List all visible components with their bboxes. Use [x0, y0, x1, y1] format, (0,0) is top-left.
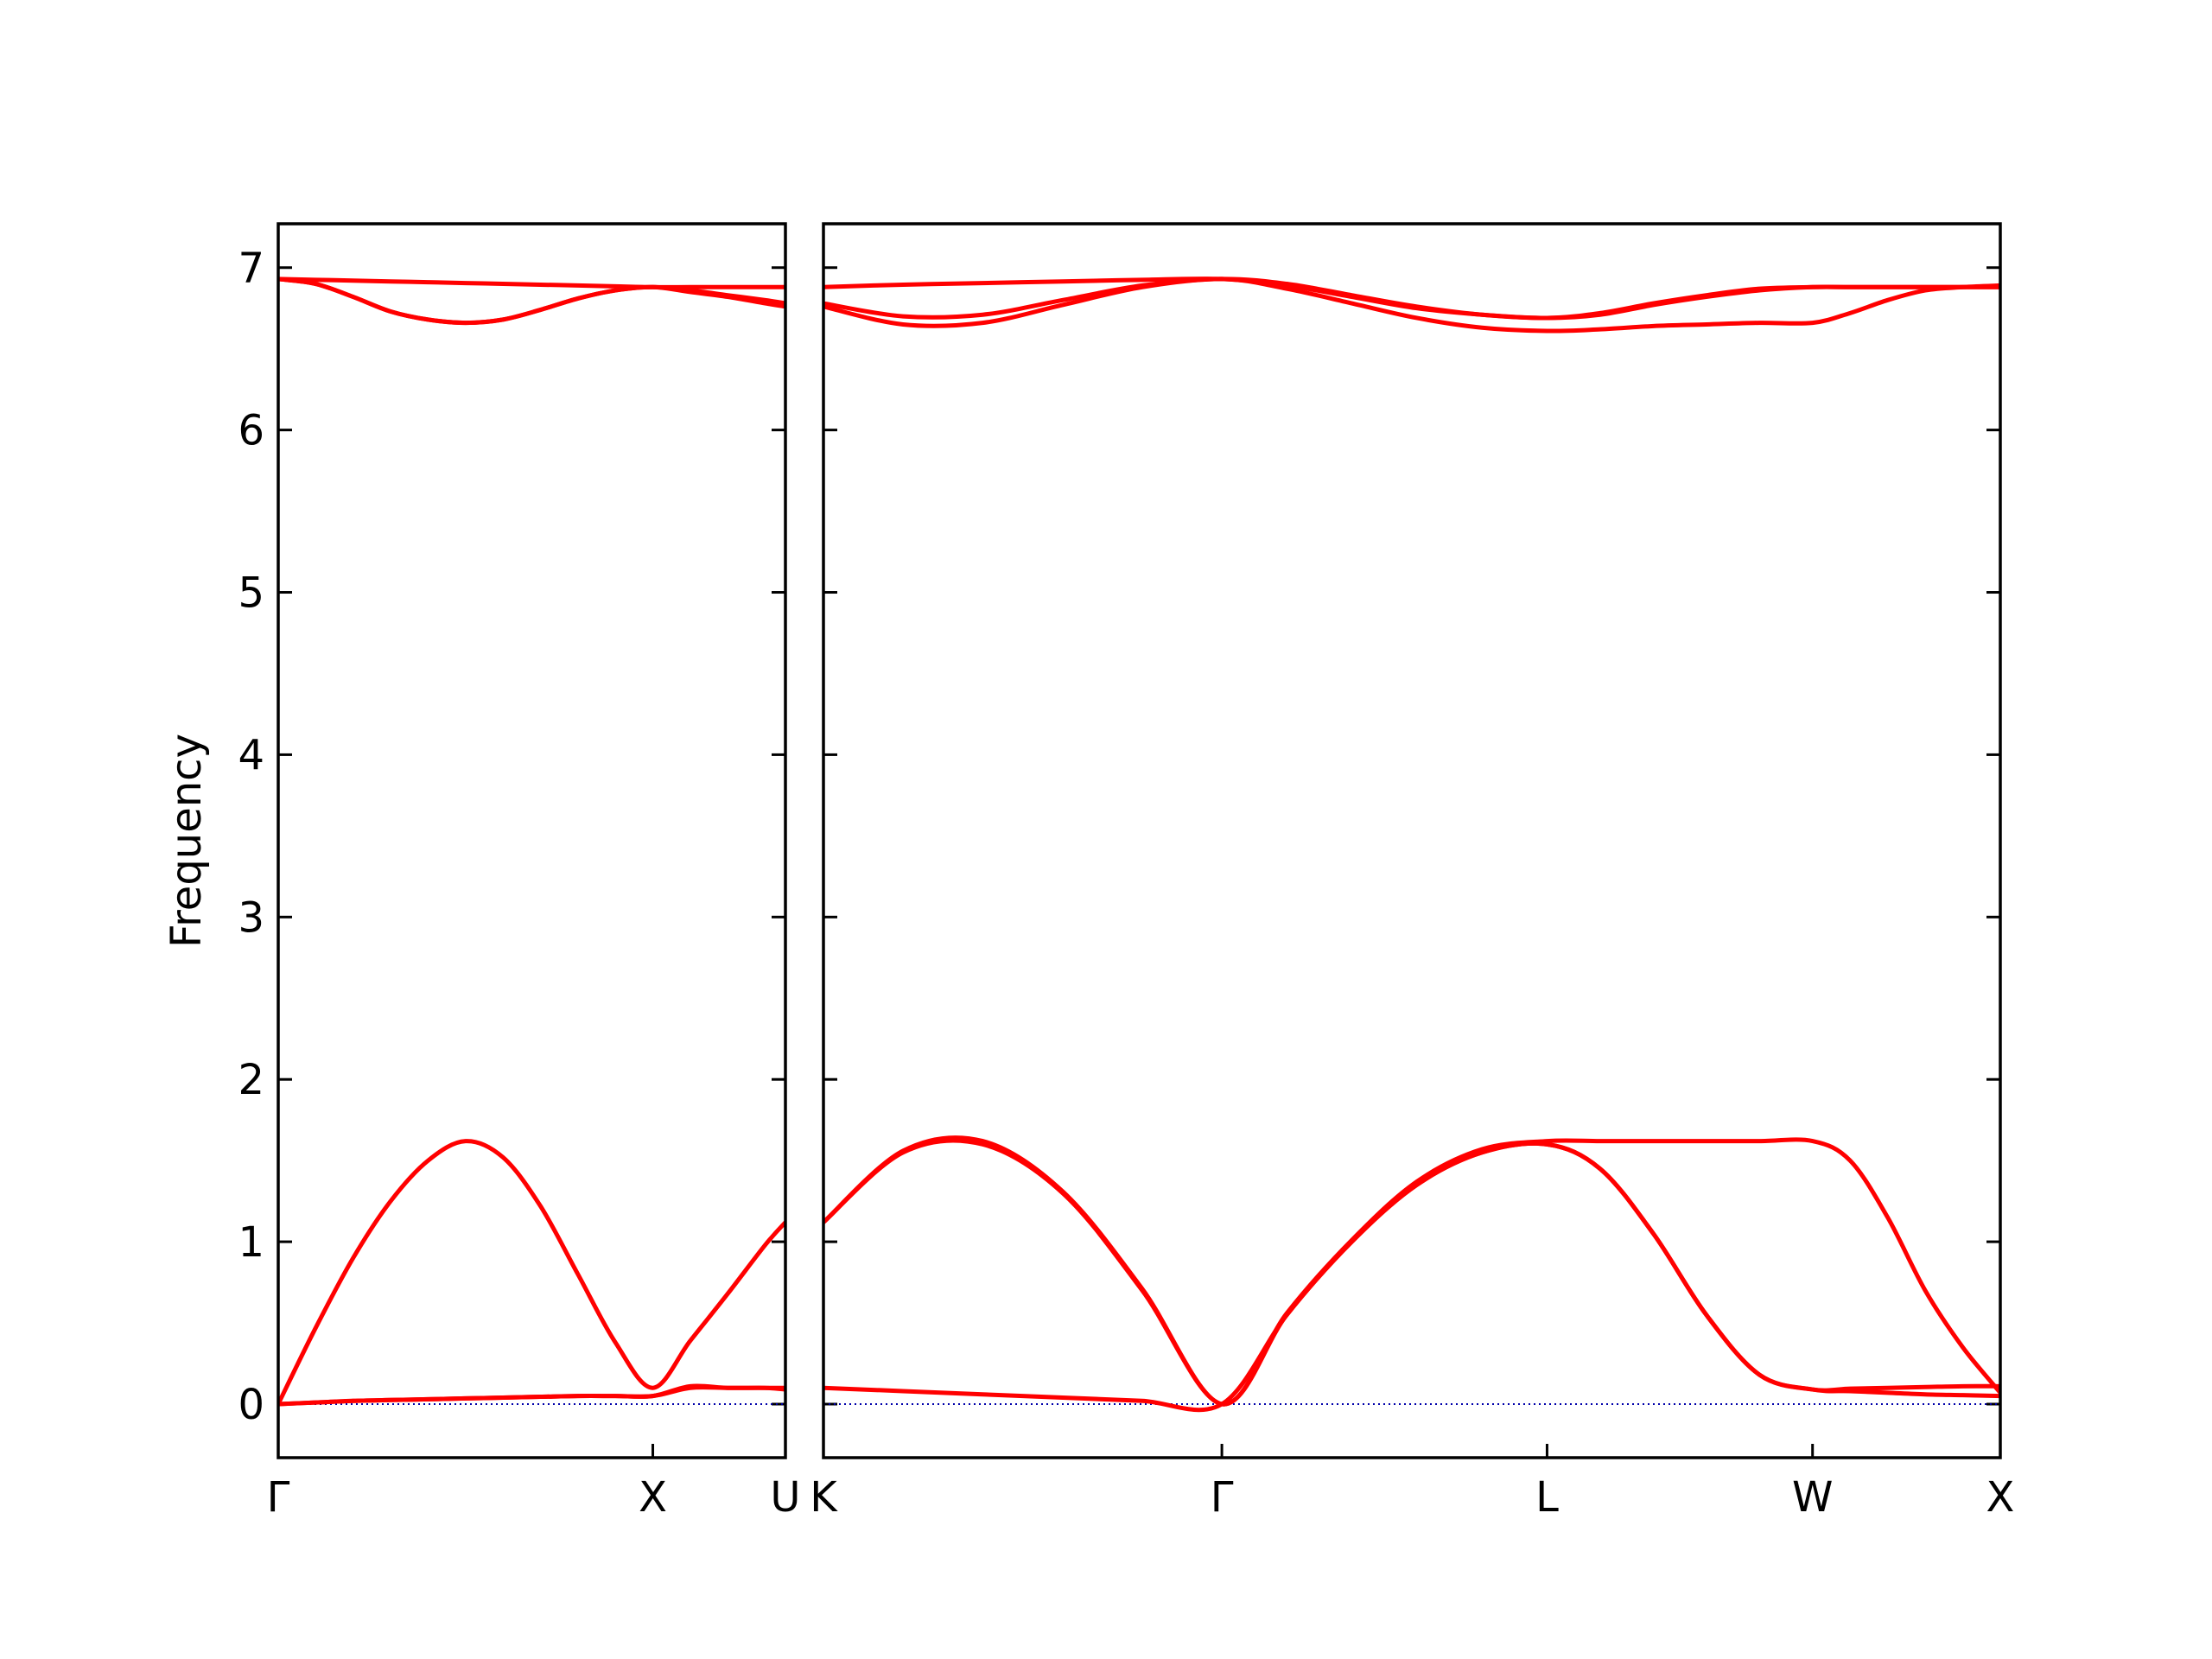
band-line [278, 276, 785, 326]
x-tick-label: X [1986, 1473, 2015, 1522]
y-tick-label: 4 [238, 731, 264, 779]
x-tick-label: U [770, 1473, 800, 1522]
plot-frame [822, 222, 2002, 1459]
y-tick-label: 7 [238, 245, 264, 293]
band-line [823, 276, 2000, 334]
y-axis-label: Frequency [162, 734, 211, 948]
band-line [823, 276, 2000, 321]
band-line [278, 1385, 785, 1407]
y-tick-label: 3 [238, 893, 264, 942]
x-tick-label: W [1792, 1473, 1833, 1522]
y-tick-label: 2 [238, 1056, 264, 1104]
x-tick-label: Γ [267, 1473, 290, 1522]
y-tick-label: 0 [238, 1381, 264, 1429]
x-tick-label: K [810, 1473, 838, 1522]
band-line [278, 276, 785, 289]
y-tick-label: 5 [238, 569, 264, 618]
y-tick-label: 1 [238, 1218, 264, 1267]
band-line [823, 1138, 2000, 1407]
band-line [823, 1135, 2000, 1407]
y-tick-label: 6 [238, 407, 264, 455]
x-tick-label: X [639, 1473, 667, 1522]
band-line [278, 1139, 785, 1406]
x-tick-label: L [1535, 1473, 1559, 1522]
x-tick-label: Γ [1211, 1473, 1234, 1522]
plot-frame [276, 222, 787, 1459]
